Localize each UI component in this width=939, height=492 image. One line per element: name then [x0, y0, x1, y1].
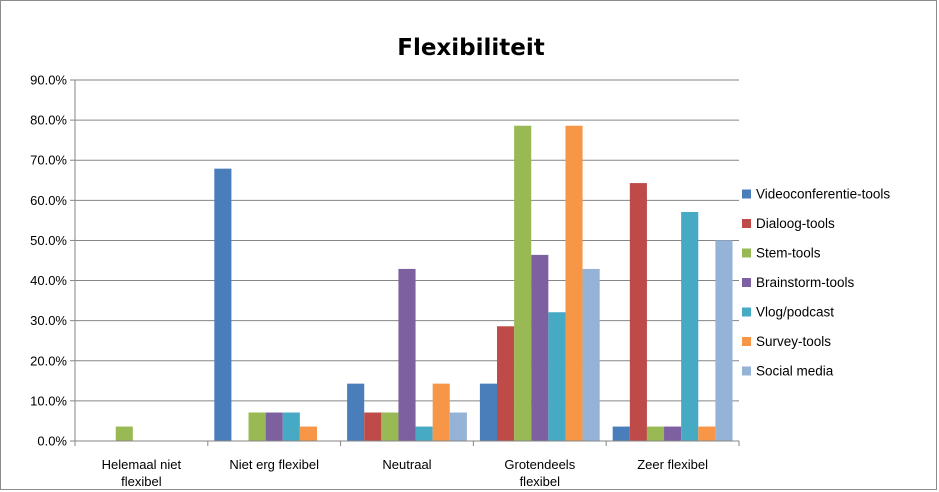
bar: [531, 254, 549, 441]
bar: [282, 412, 300, 441]
y-tick-label: 30.0%: [30, 313, 67, 328]
bar: [265, 412, 283, 441]
y-tick-label: 10.0%: [30, 393, 67, 408]
bar: [432, 383, 450, 441]
bar: [629, 183, 647, 441]
bar: [698, 426, 716, 441]
y-tick-label: 0.0%: [37, 434, 67, 449]
legend-swatch: [742, 307, 751, 317]
legend-swatch: [742, 248, 751, 258]
bar: [715, 240, 733, 441]
y-tick-label: 40.0%: [30, 273, 67, 288]
y-axis-ticks: 0.0% 10.0% 20.0% 30.0% 40.0% 50.0% 60.0% 70.0% 8…: [30, 73, 75, 449]
bar: [364, 412, 382, 441]
bar: [612, 426, 630, 441]
legend-swatch: [742, 278, 751, 287]
chart-title: Flexibiliteit: [397, 35, 545, 61]
y-tick-label: 70.0%: [30, 153, 67, 168]
bar: [582, 268, 600, 441]
x-category-label: Grotendeels flexibel: [504, 457, 575, 489]
x-category-label: Niet erg flexibel: [229, 457, 319, 472]
legend-label: Videoconferentie-tools: [756, 187, 890, 202]
gridlines: [75, 79, 739, 402]
legend-swatch: [742, 219, 751, 228]
y-tick-label: 90.0%: [30, 73, 67, 88]
bar-series: [115, 125, 733, 441]
legend-label: Brainstorm-tools: [756, 275, 855, 290]
legend: Videoconferentie-tools Dialoog-tools Stem-…: [742, 187, 890, 379]
y-tick-label: 60.0%: [30, 193, 67, 208]
legend-swatch: [742, 366, 751, 376]
legend-swatch: [742, 189, 751, 199]
bar: [214, 168, 232, 441]
legend-label: Social media: [756, 364, 834, 379]
bar: [115, 426, 133, 441]
bar: [497, 326, 515, 441]
x-category-label: Neutraal: [382, 457, 431, 472]
axes: [74, 80, 740, 446]
y-tick-label: 50.0%: [30, 233, 67, 248]
legend-label: Stem-tools: [756, 246, 821, 261]
x-axis-categories: Helemaal niet flexibel Niet erg flexibel Ne…: [102, 457, 708, 489]
x-category-label: Helemaal niet flexibel: [102, 457, 182, 489]
bar: [381, 412, 399, 441]
bar: [415, 426, 433, 441]
bar: [248, 412, 266, 441]
bar: [548, 312, 566, 441]
y-tick-label: 20.0%: [30, 353, 67, 368]
bar: [664, 426, 682, 441]
bar: [514, 125, 532, 441]
bar: [565, 125, 583, 441]
bar: [479, 383, 498, 441]
bar: [449, 412, 467, 441]
legend-swatch: [742, 337, 751, 346]
x-category-label: Zeer flexibel: [637, 457, 708, 472]
legend-label: Vlog/podcast: [756, 305, 834, 320]
bar: [299, 426, 317, 441]
bar: [398, 268, 416, 441]
legend-label: Dialoog-tools: [756, 216, 835, 231]
legend-label: Survey-tools: [756, 334, 831, 349]
bar: [681, 211, 699, 441]
bar: [347, 383, 365, 441]
y-tick-label: 80.0%: [30, 113, 67, 128]
bar: [646, 426, 665, 441]
